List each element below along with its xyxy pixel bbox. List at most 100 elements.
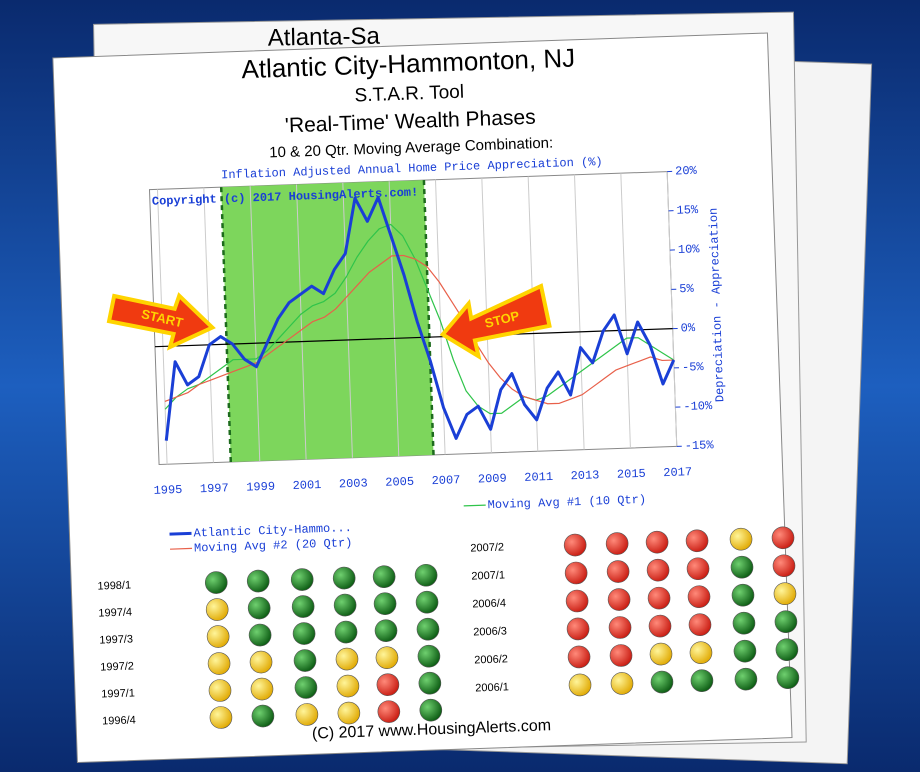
x-tick-label: 2011	[524, 470, 553, 485]
signal-row-label: 1997/1	[101, 687, 135, 700]
signal-light	[417, 644, 441, 668]
signal-light	[730, 555, 754, 579]
signal-light	[204, 571, 228, 594]
signal-light	[565, 589, 589, 613]
x-tick-label: 1999	[246, 480, 275, 495]
y-tick-label: -10%	[683, 399, 713, 414]
x-tick-label: 2007	[431, 473, 460, 488]
y-tick-label: -5%	[682, 360, 705, 375]
grid-line	[295, 184, 307, 460]
signal-light	[607, 588, 631, 611]
signal-light	[566, 617, 590, 641]
signal-light	[734, 667, 758, 691]
legend-swatch	[170, 547, 193, 550]
signal-light	[647, 586, 671, 610]
y-tick-label: 0%	[680, 321, 696, 336]
grid-line	[620, 173, 631, 449]
series-line	[164, 254, 674, 405]
signal-light	[249, 650, 273, 674]
zero-line	[154, 328, 673, 348]
series-line	[164, 195, 676, 441]
signal-row-label: 1998/1	[97, 579, 131, 592]
x-tick-label: 2009	[478, 472, 507, 487]
grid-line	[666, 171, 678, 447]
y-axis-label: Depreciation - Appreciation	[707, 208, 728, 403]
signal-light	[775, 638, 799, 661]
signal-light	[207, 652, 231, 675]
signal-row-label: 2007/1	[471, 569, 505, 582]
signal-light	[689, 641, 713, 664]
signal-light	[729, 527, 753, 551]
signal-light	[295, 703, 319, 726]
legend-label: Moving Avg #1 (10 Qtr)	[487, 493, 646, 513]
signal-light	[733, 639, 757, 663]
legend-label: Moving Avg #2 (20 Qtr)	[194, 536, 353, 556]
subtitle: S.T.A.R. Tool	[354, 82, 464, 107]
x-tick-label: 2005	[385, 475, 414, 490]
phase-shade	[221, 180, 434, 462]
x-tick-label: 2013	[570, 468, 599, 483]
signal-row-label: 2006/4	[472, 597, 506, 610]
signal-light	[251, 704, 275, 728]
signal-light	[335, 647, 359, 671]
legend-label: Atlantic City-Hammo...	[193, 521, 352, 541]
signal-light	[292, 622, 316, 645]
signal-light	[336, 674, 360, 698]
signal-light	[688, 613, 712, 637]
y-tick-label: -15%	[685, 438, 715, 453]
signal-row-label: 1997/4	[98, 606, 132, 619]
signal-light	[732, 611, 756, 635]
grid-line	[388, 181, 400, 457]
signal-light	[376, 673, 400, 696]
x-tick-label: 1995	[153, 483, 182, 498]
signal-light	[415, 590, 439, 614]
signal-row-label: 2007/2	[470, 541, 504, 554]
grid-line	[342, 182, 353, 458]
signal-light	[685, 529, 709, 553]
signal-light	[609, 644, 633, 667]
signal-row-label: 2006/3	[473, 625, 507, 638]
signal-light	[687, 585, 711, 609]
signal-light	[294, 676, 318, 699]
arrow	[106, 292, 216, 351]
signal-light	[248, 623, 272, 647]
signal-row-label: 2006/1	[475, 681, 509, 694]
signal-light	[776, 666, 800, 689]
signal-light	[686, 557, 710, 581]
x-tick-label: 2017	[663, 465, 692, 480]
x-tick-label: 2003	[339, 476, 368, 491]
x-tick-label: 2001	[292, 478, 321, 493]
legend-swatch	[463, 504, 486, 507]
arrow	[439, 283, 552, 361]
signal-light	[373, 592, 397, 615]
signal-light	[208, 679, 232, 702]
signal-light	[605, 532, 629, 555]
signal-light	[567, 645, 591, 669]
signal-light	[290, 568, 314, 591]
signal-light	[606, 560, 630, 583]
signal-light	[247, 596, 271, 620]
signal-light	[377, 700, 401, 723]
signal-light	[375, 646, 399, 669]
signal-light	[563, 533, 587, 557]
phase-border	[422, 180, 435, 455]
signal-light	[209, 706, 233, 729]
signal-light	[293, 649, 317, 672]
signal-light	[772, 554, 796, 578]
legend-swatch	[169, 531, 192, 536]
signal-light	[649, 642, 673, 666]
y-tick-label: 10%	[678, 242, 701, 257]
signal-light	[690, 669, 714, 692]
grid-line	[249, 186, 261, 461]
signal-light	[334, 620, 358, 644]
signal-light	[648, 614, 672, 638]
signal-light	[773, 582, 797, 606]
signal-light	[645, 530, 669, 554]
signal-row-label: 1997/2	[100, 660, 134, 673]
signal-light	[414, 563, 438, 587]
signal-light	[374, 619, 398, 642]
main-paper: Atlantic City-Hammonton, NJ S.T.A.R. Too…	[52, 32, 800, 764]
signal-light	[731, 583, 755, 607]
signal-light	[250, 677, 274, 701]
